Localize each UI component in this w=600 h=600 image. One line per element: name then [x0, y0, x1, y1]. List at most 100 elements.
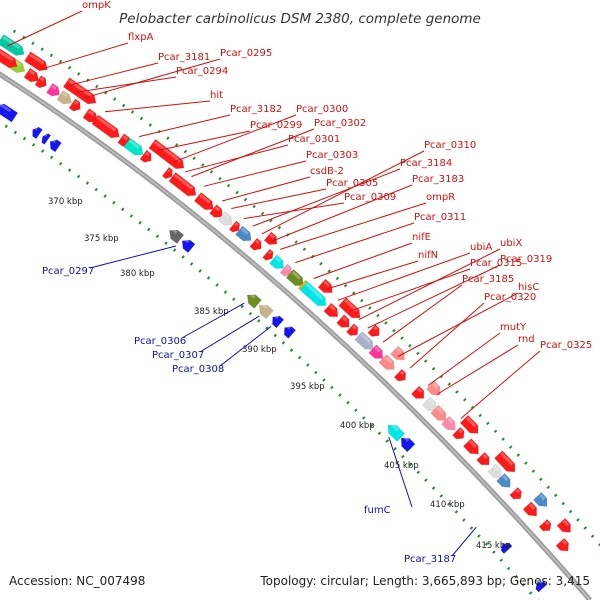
forward-gene-label: Pcar_0295 — [220, 48, 272, 59]
forward-gene-label: ubiX — [500, 238, 522, 249]
leader-line — [199, 315, 260, 353]
reverse-gene-10 — [283, 324, 297, 339]
leader-line — [427, 332, 501, 387]
leader-line — [451, 526, 477, 557]
forward-gene-39 — [452, 427, 465, 440]
reverse-gene-7 — [247, 292, 262, 309]
reverse-gene-label: Pcar_3187 — [404, 554, 456, 565]
kbp-scale-label: 410 kbp — [430, 500, 465, 510]
forward-gene-label: ompR — [426, 192, 455, 203]
forward-gene-12 — [123, 137, 144, 156]
forward-gene-outer-4 — [148, 139, 185, 170]
forward-gene-label: hit — [210, 90, 223, 101]
forward-gene-19 — [228, 220, 240, 233]
leader-line — [185, 144, 289, 173]
leader-line — [409, 302, 485, 369]
forward-gene-31 — [354, 331, 374, 350]
reverse-gene-5 — [169, 227, 185, 244]
reverse-gene-label: Pcar_0307 — [152, 350, 204, 361]
leader-line — [191, 128, 315, 178]
leader-line — [367, 264, 501, 329]
forward-gene-25 — [285, 269, 304, 286]
leader-line — [280, 202, 427, 250]
leader-line — [397, 292, 519, 357]
leader-line — [295, 222, 415, 264]
kbp-scale-label: 370 kbp — [48, 197, 83, 207]
reverse-gene-label: Pcar_0297 — [42, 266, 94, 277]
kbp-scale-label: 380 kbp — [120, 269, 155, 279]
forward-gene-42 — [487, 463, 502, 479]
reverse-gene-label: Pcar_0306 — [134, 336, 186, 347]
leader-line — [349, 268, 471, 312]
forward-gene-label: Pcar_0299 — [250, 120, 302, 131]
kbp-scale-label: 415 kbp — [476, 541, 511, 551]
forward-gene-6 — [46, 83, 60, 97]
forward-gene-label: mutY — [500, 322, 527, 333]
forward-gene-29 — [336, 314, 350, 328]
forward-gene-label: ompK — [82, 0, 111, 11]
forward-gene-label: Pcar_0303 — [306, 150, 358, 161]
reverse-gene-1 — [0, 102, 19, 123]
leader-line — [325, 260, 419, 290]
forward-gene-outer-2 — [24, 51, 48, 72]
leader-line — [358, 248, 501, 321]
forward-gene-34 — [393, 368, 407, 382]
forward-gene-36 — [422, 396, 437, 412]
forward-gene-label: Pcar_0320 — [484, 292, 536, 303]
leader-line — [138, 114, 231, 138]
forward-gene-32 — [368, 344, 384, 359]
leader-line — [243, 202, 345, 220]
leader-line — [270, 184, 413, 243]
map-title: Pelobacter carbinolicus DSM 2380, comple… — [119, 11, 481, 27]
forward-gene-label: Pcar_0315 — [470, 258, 522, 269]
forward-gene-30 — [346, 323, 359, 336]
leader-line — [181, 302, 245, 339]
genome-summary-text: Topology: circular; Length: 3,665,893 bp… — [259, 574, 590, 588]
kbp-scale-label: 375 kbp — [84, 234, 119, 244]
forward-gene-21 — [249, 237, 262, 251]
reverse-gene-4 — [49, 138, 62, 153]
leader-line — [382, 284, 463, 343]
forward-gene-label: ubiA — [470, 242, 492, 253]
forward-gene-24 — [279, 263, 292, 277]
forward-gene-label: Pcar_3185 — [462, 274, 514, 285]
forward-gene-label: Pcar_0309 — [344, 192, 396, 203]
forward-gene-27 — [299, 281, 327, 306]
forward-gene-outer-11 — [459, 414, 479, 434]
forward-gene-4 — [23, 67, 40, 83]
reverse-gene-14 — [535, 580, 548, 593]
forward-gene-outer-14 — [556, 517, 571, 533]
forward-gene-43 — [496, 473, 511, 488]
forward-gene-35 — [411, 385, 425, 399]
kbp-scale-label: 385 kbp — [194, 307, 229, 317]
forward-gene-outer-12 — [494, 450, 516, 473]
accession-text: Accession: NC_007498 — [9, 574, 145, 588]
forward-gene-38 — [441, 415, 456, 431]
reverse-gene-9 — [272, 314, 285, 329]
forward-gene-45 — [522, 501, 537, 517]
forward-gene-label: nifE — [412, 232, 431, 243]
leader-line — [203, 160, 307, 187]
forward-gene-41 — [476, 452, 490, 466]
forward-gene-label: Pcar_0301 — [288, 134, 340, 145]
forward-gene-label: csdB-2 — [310, 166, 344, 177]
forward-gene-label: Pcar_3182 — [230, 104, 282, 115]
forward-gene-label: Pcar_0302 — [314, 118, 366, 129]
leader-line — [84, 58, 221, 99]
leader-line — [231, 188, 327, 209]
kbp-scale-label: 400 kbp — [340, 421, 375, 431]
forward-gene-label: Pcar_0300 — [296, 104, 348, 115]
forward-gene-17 — [209, 204, 223, 218]
kbp-scale-label: 395 kbp — [290, 382, 325, 392]
reverse-gene-12 — [400, 435, 416, 453]
forward-gene-outer-5 — [263, 231, 278, 245]
reverse-gene-2 — [32, 126, 43, 140]
forward-gene-3 — [0, 47, 18, 68]
forward-gene-outer-13 — [533, 492, 548, 507]
forward-gene-outer-6 — [317, 278, 333, 293]
leader-line — [436, 344, 519, 395]
leader-line — [222, 176, 311, 202]
forward-gene-15 — [168, 172, 197, 197]
forward-gene-47 — [555, 537, 569, 552]
